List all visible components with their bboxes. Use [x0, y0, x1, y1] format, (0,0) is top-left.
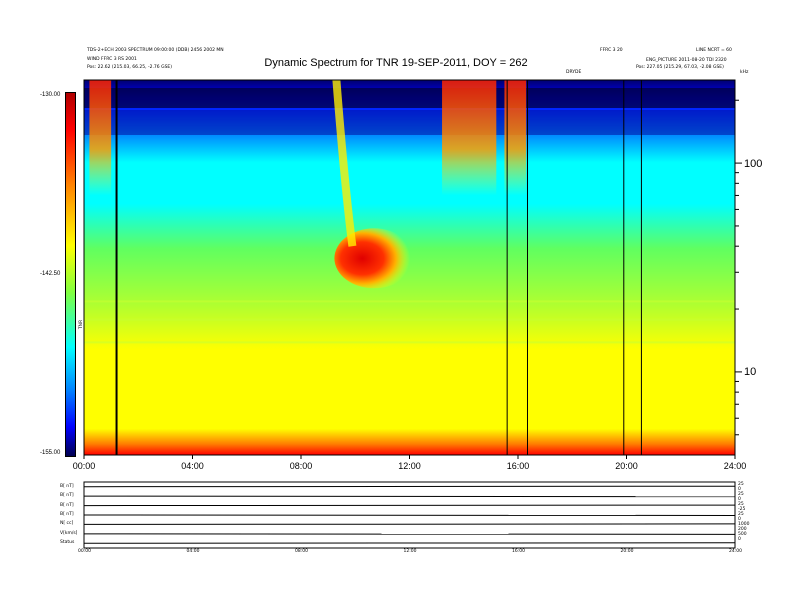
colorbar	[65, 92, 76, 457]
colorbar-label-bottom: -155.00	[40, 450, 61, 456]
header-right-line-2: LINE NCRT = 60	[696, 48, 732, 53]
bottom-panel-label: N[ cc]	[60, 521, 74, 527]
bottom-trace	[83, 504, 736, 507]
bottom-x-tick-label: 04:00	[186, 549, 200, 554]
bottom-x-tick-label: 00:00	[78, 549, 91, 554]
header-center-small: DRYDE	[566, 70, 582, 75]
bottom-panel-scale: 25	[738, 512, 744, 517]
x-tick-label: 04:00	[181, 461, 204, 471]
x-tick-label: 00:00	[72, 461, 96, 471]
header-right-line-4: Pos: 227.05 (215.29, 67.03, -2.08 GSE)	[636, 65, 724, 70]
bottom-x-tick-label: 16:00	[512, 549, 525, 554]
x-tick-label: 08:00	[289, 461, 313, 471]
bottom-panel-scale: 500	[738, 532, 747, 537]
header-corner-unit: kHz	[740, 70, 749, 75]
cyan-boundary	[84, 195, 735, 199]
chart-title: Dynamic Spectrum for TNR 19-SEP-2011, DO…	[264, 57, 528, 69]
bottom-panel-label: B[ nT]	[60, 502, 74, 508]
bottom-panel-label: B[ nT]	[60, 483, 74, 489]
band-striation	[84, 300, 735, 303]
bottom-x-tick-label: 24:00	[729, 549, 742, 554]
bottom-trace	[83, 542, 736, 544]
header-left-line-2: WIND FFRC 3 RS 2001	[87, 57, 137, 62]
feature-type-III-burst	[89, 80, 112, 196]
bottom-panel-scale: 0	[738, 497, 741, 502]
header-left-line-1: TDS-2+ECH 2003 SPECTRUM 09:00:00 (DDB) 2…	[87, 48, 224, 53]
band-striation	[84, 341, 735, 344]
bottom-trace	[83, 523, 736, 525]
freq-tick-100: 100	[744, 158, 763, 170]
colorbar-label-mid: -142.50	[40, 271, 61, 277]
header-right-line-1: FFRC 3 20	[600, 48, 623, 53]
bottom-panel-label: B[ nT]	[60, 493, 74, 499]
bottom-x-tick-label: 12:00	[403, 549, 417, 554]
freq-tick-10: 10	[744, 366, 757, 378]
bottom-panel-scale: 25	[738, 502, 744, 507]
bottom-panel-scale: 25	[738, 482, 744, 487]
band-striation	[84, 318, 735, 321]
bottom-panel-scale: 0	[738, 487, 741, 492]
x-tick-label: 12:00	[398, 461, 421, 471]
header-left-line-3: Pos: 22.62 (215.03, 66.25, -2.76 GSE)	[87, 65, 173, 70]
header-right-line-3: ENG_PICTURE 2011-08-20 TDI 2320	[646, 58, 727, 63]
bottom-trace	[83, 485, 736, 488]
bottom-panel-scale: 0	[738, 537, 741, 542]
dark-band-top	[84, 88, 735, 108]
bottom-panel-scale: 200	[738, 527, 747, 532]
colorbar-label-top: -130.00	[40, 92, 61, 98]
blue-band	[84, 110, 735, 135]
x-tick-label: 24:00	[723, 461, 747, 471]
bottom-x-tick-label: 08:00	[295, 549, 308, 554]
bottom-panel-scale: 1000	[738, 522, 750, 527]
feature-type-II-burst-tail	[332, 79, 357, 247]
bottom-panel-label: B[ nT]	[60, 512, 74, 517]
feature-burst-cluster	[442, 80, 497, 196]
x-tick-label: 16:00	[506, 461, 530, 471]
bottom-trace	[83, 514, 736, 516]
feature-burst	[504, 80, 527, 196]
x-tick-label: 20:00	[615, 461, 638, 471]
bottom-panel-scale: -25	[738, 507, 746, 512]
bottom-panel-scale: 0	[738, 517, 741, 522]
bottom-trace	[83, 495, 736, 498]
bottom-x-tick-label: 20:00	[620, 549, 634, 554]
bottom-panel-label: V[km/s]	[60, 530, 78, 536]
bottom-panel-scale: 25	[738, 492, 744, 497]
bottom-trace	[83, 533, 736, 535]
bottom-panel-label: Status	[60, 540, 75, 546]
